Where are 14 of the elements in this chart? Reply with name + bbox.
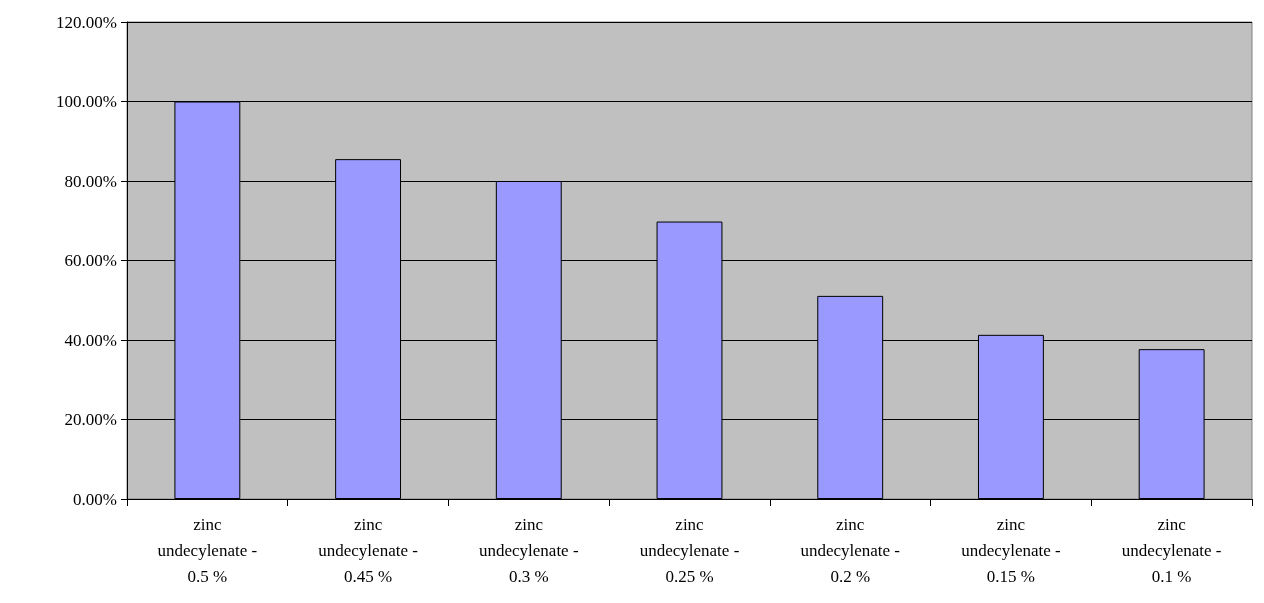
x-tick-label: zinc undecylenate - 0.3 %	[478, 514, 579, 586]
y-tick-label: 0.00%	[73, 489, 117, 509]
y-tick-label: 80.00%	[64, 171, 117, 191]
x-tick-label: zinc undecylenate - 0.5 %	[157, 514, 258, 586]
x-tick-label: zinc undecylenate - 0.1 %	[1121, 514, 1222, 586]
y-tick-label: 60.00%	[64, 251, 117, 270]
x-tick-label: zinc undecylenate - 0.45 %	[318, 514, 419, 586]
x-tick-label: zinc undecylenate - 0.15 %	[961, 514, 1062, 586]
y-tick-label: 20.00%	[64, 410, 117, 429]
x-tick-label: zinc undecylenate - 0.25 %	[639, 514, 740, 586]
x-tick-label: zinc undecylenate - 0.2 %	[800, 514, 901, 586]
y-tick-label: 100.00%	[56, 92, 117, 111]
y-tick-label: 120.00%	[56, 12, 117, 32]
y-tick-label: 40.00%	[64, 330, 117, 350]
